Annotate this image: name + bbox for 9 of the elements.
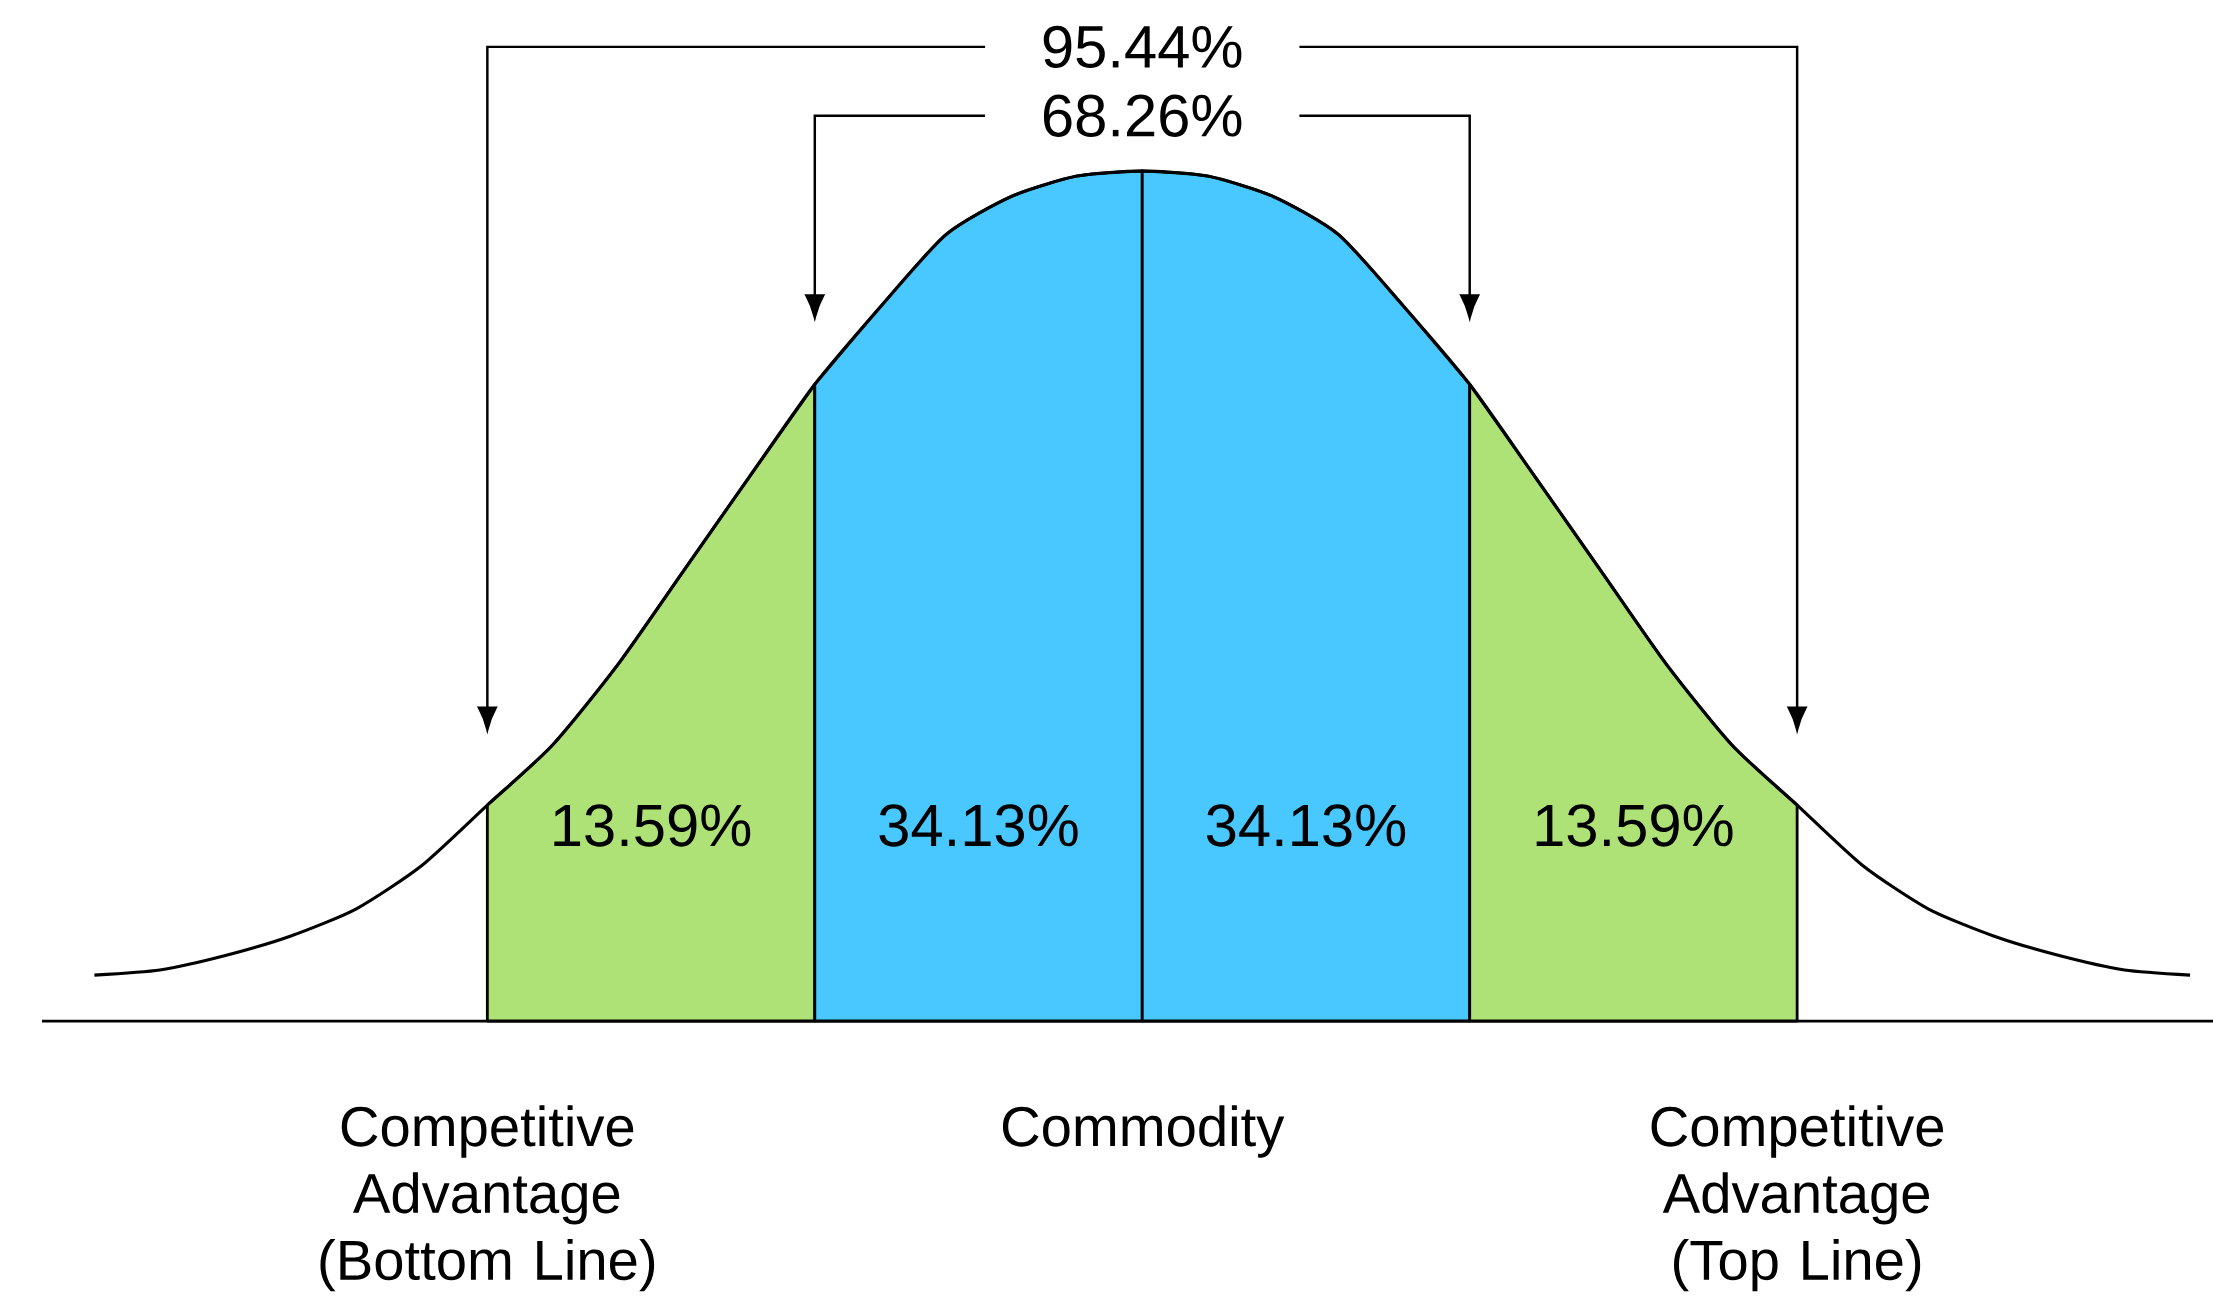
annotation: 34.13%	[1206, 804, 1406, 847]
text: Competitive Advantage (Bottom Line)	[320, 1105, 655, 1292]
text: 68.26%	[1043, 94, 1242, 137]
annotation: 13.59%	[1536, 804, 1733, 847]
text: 95.44%	[1043, 25, 1242, 69]
annotation: 13.59%	[554, 804, 751, 847]
annotation: 34.13%	[879, 804, 1078, 847]
text: Commodity	[1002, 1105, 1285, 1158]
text: Competitive Advantage (Top Line)	[1651, 1105, 1944, 1292]
